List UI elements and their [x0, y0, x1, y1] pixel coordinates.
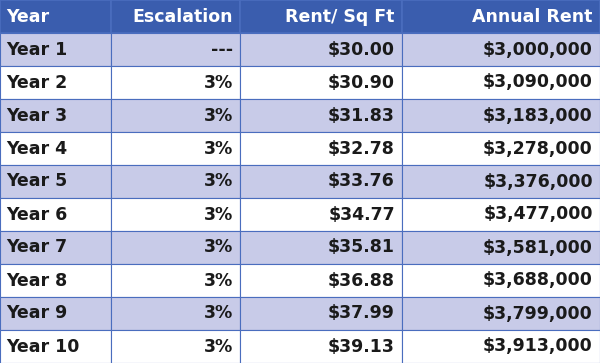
Bar [402, 198, 600, 231]
Bar [111, 165, 240, 198]
Bar [402, 330, 600, 363]
Text: $30.00: $30.00 [328, 41, 395, 58]
Bar [240, 66, 402, 99]
Text: $3,477,000: $3,477,000 [484, 205, 593, 224]
Text: 3%: 3% [203, 172, 233, 191]
Text: $3,799,000: $3,799,000 [483, 305, 593, 322]
Text: 3%: 3% [203, 338, 233, 355]
Bar [240, 132, 402, 165]
Bar [0, 297, 111, 330]
Bar [0, 0, 111, 33]
Bar [402, 99, 600, 132]
Text: Annual Rent: Annual Rent [472, 8, 593, 25]
Text: $30.90: $30.90 [328, 73, 395, 91]
Bar [0, 198, 111, 231]
Text: $33.76: $33.76 [328, 172, 395, 191]
Bar [111, 99, 240, 132]
Bar [402, 132, 600, 165]
Bar [402, 66, 600, 99]
Bar [0, 66, 111, 99]
Bar [0, 165, 111, 198]
Bar [402, 264, 600, 297]
Bar [111, 33, 240, 66]
Text: Year 2: Year 2 [6, 73, 67, 91]
Text: $3,581,000: $3,581,000 [483, 238, 593, 257]
Text: 3%: 3% [203, 106, 233, 125]
Text: Year 1: Year 1 [6, 41, 67, 58]
Bar [0, 99, 111, 132]
Bar [402, 0, 600, 33]
Bar [240, 165, 402, 198]
Text: Year 7: Year 7 [6, 238, 67, 257]
Text: 3%: 3% [203, 272, 233, 290]
Bar [0, 33, 111, 66]
Bar [111, 198, 240, 231]
Text: $3,376,000: $3,376,000 [483, 172, 593, 191]
Text: $34.77: $34.77 [328, 205, 395, 224]
Text: $31.83: $31.83 [328, 106, 395, 125]
Text: $32.78: $32.78 [328, 139, 395, 158]
Bar [402, 297, 600, 330]
Text: $35.81: $35.81 [328, 238, 395, 257]
Text: Year 10: Year 10 [6, 338, 79, 355]
Bar [240, 198, 402, 231]
Bar [0, 330, 111, 363]
Text: $3,090,000: $3,090,000 [483, 73, 593, 91]
Text: 3%: 3% [203, 73, 233, 91]
Text: 3%: 3% [203, 139, 233, 158]
Bar [111, 0, 240, 33]
Text: Year: Year [6, 8, 49, 25]
Bar [240, 297, 402, 330]
Bar [240, 231, 402, 264]
Text: Year 3: Year 3 [6, 106, 67, 125]
Text: ---: --- [211, 41, 233, 58]
Text: Year 8: Year 8 [6, 272, 67, 290]
Text: $3,000,000: $3,000,000 [483, 41, 593, 58]
Bar [111, 330, 240, 363]
Text: 3%: 3% [203, 238, 233, 257]
Bar [0, 132, 111, 165]
Text: $37.99: $37.99 [328, 305, 395, 322]
Text: $3,183,000: $3,183,000 [483, 106, 593, 125]
Bar [240, 264, 402, 297]
Text: Year 9: Year 9 [6, 305, 67, 322]
Bar [240, 33, 402, 66]
Bar [402, 165, 600, 198]
Text: $39.13: $39.13 [328, 338, 395, 355]
Bar [0, 264, 111, 297]
Text: 3%: 3% [203, 305, 233, 322]
Text: Year 5: Year 5 [6, 172, 67, 191]
Bar [240, 330, 402, 363]
Text: Rent/ Sq Ft: Rent/ Sq Ft [286, 8, 395, 25]
Text: 3%: 3% [203, 205, 233, 224]
Text: $3,278,000: $3,278,000 [483, 139, 593, 158]
Bar [111, 66, 240, 99]
Bar [402, 33, 600, 66]
Bar [0, 231, 111, 264]
Bar [402, 231, 600, 264]
Bar [111, 297, 240, 330]
Bar [111, 132, 240, 165]
Text: Year 4: Year 4 [6, 139, 67, 158]
Text: $36.88: $36.88 [328, 272, 395, 290]
Bar [111, 264, 240, 297]
Text: $3,688,000: $3,688,000 [483, 272, 593, 290]
Text: Escalation: Escalation [133, 8, 233, 25]
Bar [111, 231, 240, 264]
Bar [240, 99, 402, 132]
Bar [240, 0, 402, 33]
Text: $3,913,000: $3,913,000 [483, 338, 593, 355]
Text: Year 6: Year 6 [6, 205, 67, 224]
